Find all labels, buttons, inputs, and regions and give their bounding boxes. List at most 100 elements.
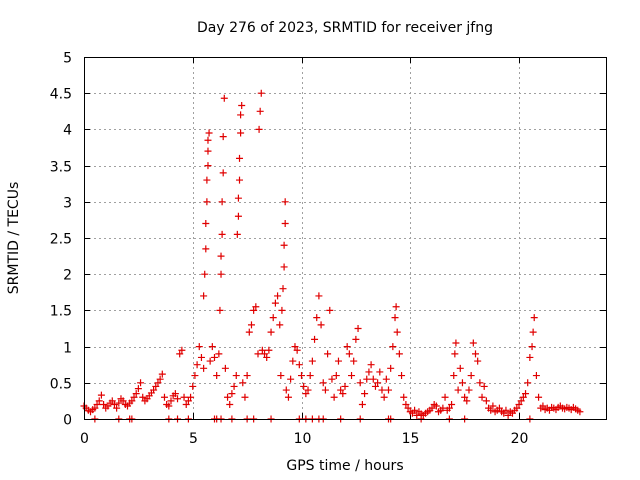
data-point xyxy=(489,402,497,410)
data-point xyxy=(358,401,366,409)
data-point xyxy=(428,404,436,412)
data-point xyxy=(576,408,584,416)
data-point xyxy=(441,393,449,401)
y-tick-label: 0.5 xyxy=(50,377,72,393)
data-point xyxy=(233,230,241,238)
x-tick-label: 15 xyxy=(402,431,420,447)
data-point xyxy=(308,357,316,365)
data-point xyxy=(526,353,534,361)
data-point xyxy=(350,357,358,365)
data-point xyxy=(128,397,136,405)
data-point xyxy=(361,390,369,398)
data-point xyxy=(256,107,264,115)
data-point xyxy=(478,393,486,401)
data-point xyxy=(201,270,209,278)
data-point xyxy=(393,328,401,336)
data-point xyxy=(100,401,108,409)
data-point xyxy=(174,395,182,403)
data-point xyxy=(306,372,314,380)
data-point xyxy=(402,401,410,409)
data-point xyxy=(281,220,289,228)
data-point xyxy=(300,382,308,390)
data-point xyxy=(221,364,229,372)
data-point xyxy=(156,375,164,383)
data-point xyxy=(236,176,244,184)
data-point xyxy=(282,386,290,394)
data-point xyxy=(302,390,310,398)
data-point xyxy=(213,372,221,380)
data-point xyxy=(219,169,227,177)
data-point xyxy=(311,335,319,343)
data-point xyxy=(215,350,223,358)
data-point xyxy=(458,379,466,387)
data-point xyxy=(95,397,103,405)
data-point xyxy=(519,393,527,401)
data-point xyxy=(515,401,523,409)
data-point xyxy=(152,382,160,390)
x-tick-labels: 0 5 10 15 20 xyxy=(80,431,528,447)
y-tick-labels: 0 0.5 1 1.5 2 2.5 3 3.5 4 4.5 5 xyxy=(50,51,72,429)
data-point xyxy=(380,393,388,401)
data-point xyxy=(319,379,327,387)
data-point xyxy=(482,397,490,405)
y-tick-label: 3 xyxy=(63,196,72,212)
data-point xyxy=(382,375,390,383)
data-point xyxy=(278,306,286,314)
data-point xyxy=(252,303,260,311)
data-point xyxy=(363,375,371,383)
data-point xyxy=(150,386,158,394)
data-point xyxy=(348,372,356,380)
data-point xyxy=(160,393,168,401)
x-tick-label: 10 xyxy=(294,431,312,447)
data-point xyxy=(91,404,99,412)
y-tick-label: 2.5 xyxy=(50,232,72,248)
data-point xyxy=(203,198,211,206)
data-point xyxy=(371,382,379,390)
y-tick-label: 1 xyxy=(63,341,72,357)
data-point xyxy=(345,350,353,358)
data-point xyxy=(334,357,342,365)
data-point xyxy=(220,94,228,102)
data-point xyxy=(97,391,105,399)
data-point xyxy=(187,393,195,401)
data-point xyxy=(115,399,123,407)
data-point xyxy=(204,136,212,144)
data-point xyxy=(454,386,462,394)
data-point xyxy=(495,404,503,412)
data-point xyxy=(343,343,351,351)
data-point xyxy=(395,350,403,358)
data-point xyxy=(211,353,218,361)
data-point xyxy=(280,263,288,271)
data-point xyxy=(321,386,329,394)
y-tick-label: 0 xyxy=(63,413,72,429)
data-point xyxy=(304,386,312,394)
data-point xyxy=(193,361,201,369)
data-point xyxy=(132,390,140,398)
data-point xyxy=(389,343,397,351)
data-point xyxy=(171,390,179,398)
data-point xyxy=(367,361,375,369)
data-point xyxy=(404,404,412,412)
data-point xyxy=(469,339,477,347)
data-point xyxy=(165,402,173,410)
data-point xyxy=(317,321,325,329)
data-point xyxy=(411,406,419,414)
data-point xyxy=(356,379,364,387)
data-point xyxy=(337,386,345,394)
data-point xyxy=(228,390,236,398)
data-point xyxy=(532,372,540,380)
data-point xyxy=(93,401,101,409)
data-point xyxy=(243,372,251,380)
data-point xyxy=(463,397,471,405)
data-point xyxy=(284,393,292,401)
data-point xyxy=(530,314,538,322)
grid xyxy=(84,57,606,419)
data-point xyxy=(239,379,247,387)
data-point xyxy=(265,346,273,354)
data-point xyxy=(271,299,279,307)
y-tick-label: 4.5 xyxy=(50,87,72,103)
data-point xyxy=(255,125,263,133)
data-point xyxy=(218,230,226,238)
x-tick-label: 20 xyxy=(511,431,529,447)
